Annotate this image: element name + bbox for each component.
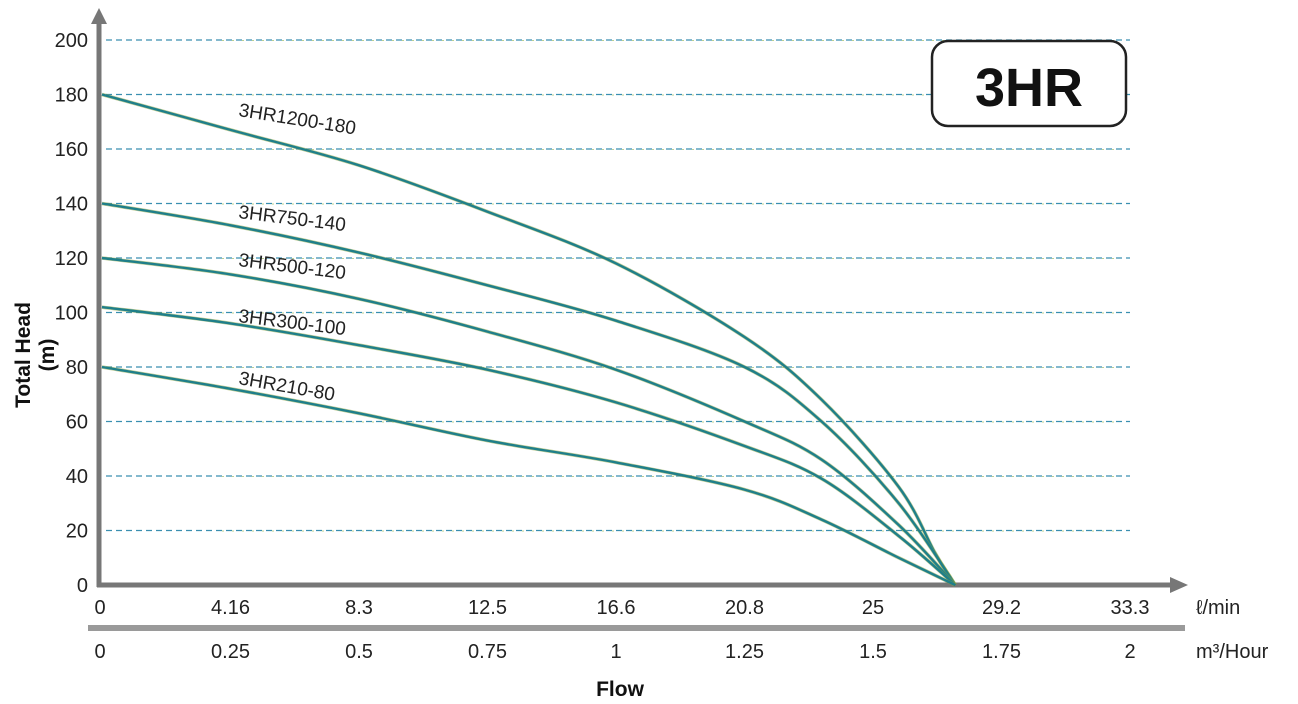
model-badge: 3HR xyxy=(930,39,1128,128)
badge-text: 3HR xyxy=(975,58,1083,118)
x-tick-label-lmin: 20.8 xyxy=(725,597,764,619)
x-tick-label-m3h: 1 xyxy=(610,641,621,663)
series-curve xyxy=(101,256,957,586)
x-tick-label-m3h: 1.75 xyxy=(982,641,1021,663)
x-tick-label-m3h: 1.5 xyxy=(859,641,887,663)
y-tick-label: 160 xyxy=(55,139,88,161)
x-tick-label-lmin: 16.6 xyxy=(597,597,636,619)
badge-frame xyxy=(930,39,1128,128)
y-tick-label: 120 xyxy=(55,248,88,270)
y-tick-label: 100 xyxy=(55,303,88,325)
y-axis-arrow xyxy=(91,8,107,24)
y-tick-label: 200 xyxy=(55,30,88,52)
series-curve xyxy=(101,305,956,586)
x-tick-label-lmin: 8.3 xyxy=(345,597,373,619)
x-tick-label-m3h: 2 xyxy=(1124,641,1135,663)
x-tick-label-lmin: 29.2 xyxy=(982,597,1021,619)
x-unit-m3h: m³/Hour xyxy=(1196,641,1269,663)
series-curves xyxy=(101,92,957,587)
x-tick-label-lmin: 0 xyxy=(94,597,105,619)
y-tick-label: 80 xyxy=(66,357,88,379)
x-unit-lmin: ℓ/min xyxy=(1196,597,1240,619)
x-tick-label-m3h: 1.25 xyxy=(725,641,764,663)
x-tick-label-lmin: 12.5 xyxy=(468,597,507,619)
series-curve-glow xyxy=(101,92,957,586)
y-axis-title-line2: (m) xyxy=(36,339,59,372)
y-tick-label: 0 xyxy=(77,575,88,597)
x-tick-label-lmin: 4.16 xyxy=(211,597,250,619)
x-axis-title: Flow xyxy=(596,678,644,701)
y-axis-title-line1: Total Head xyxy=(12,302,35,408)
y-tick-label: 40 xyxy=(66,466,88,488)
x-tick-label-m3h: 0.25 xyxy=(211,641,250,663)
x-tick-label-lmin: 33.3 xyxy=(1111,597,1150,619)
series-curve xyxy=(101,365,956,587)
y-axis-title: Total Head (m) xyxy=(12,302,59,408)
x-axis-arrow xyxy=(1170,577,1188,593)
series-curve-glow xyxy=(101,201,957,587)
series-label: 3HR1200-180 xyxy=(237,100,357,139)
axes xyxy=(88,8,1188,631)
y-tick-label: 60 xyxy=(66,412,88,434)
x-tick-label-m3h: 0.5 xyxy=(345,641,373,663)
series-curve xyxy=(101,93,957,586)
series-curve xyxy=(101,202,957,586)
y-tick-label: 180 xyxy=(55,85,88,107)
y-tick-label: 20 xyxy=(66,521,88,543)
y-tick-label: 140 xyxy=(55,194,88,216)
x-tick-label-m3h: 0 xyxy=(94,641,105,663)
x-tick-label-m3h: 0.75 xyxy=(468,641,507,663)
x-tick-label-lmin: 25 xyxy=(862,597,884,619)
